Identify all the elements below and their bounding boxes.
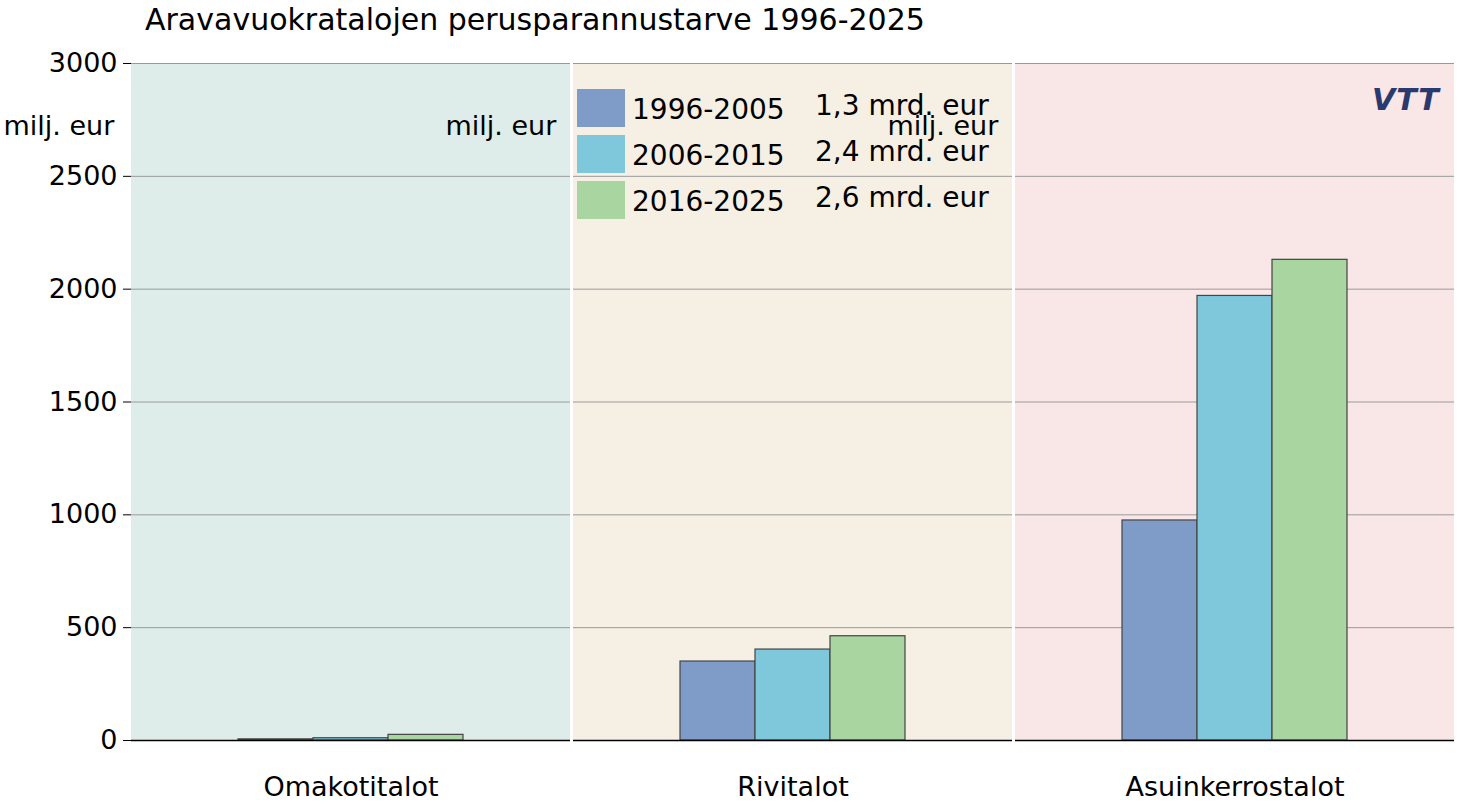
svg-text:Omakotitalot: Omakotitalot bbox=[263, 771, 438, 802]
html-text:Aravavuokratalojen perusparann: Aravavuokratalojen perusparannustarve 19… bbox=[145, 2, 925, 37]
svg-text:2500: 2500 bbox=[49, 160, 118, 191]
svg-text:1000: 1000 bbox=[49, 498, 118, 529]
svg-text:500: 500 bbox=[66, 611, 118, 642]
html-text:2016-2025: 2016-2025 bbox=[632, 185, 785, 218]
html-text:1,3 mrd. eur: 1,3 mrd. eur bbox=[815, 89, 989, 122]
svg-text:milj. eur: milj. eur bbox=[446, 110, 558, 141]
html-text:VTT: VTT bbox=[1372, 82, 1440, 117]
svg-text:Asuinkerrostalot: Asuinkerrostalot bbox=[1125, 771, 1344, 802]
html-text:2006-2015: 2006-2015 bbox=[632, 139, 785, 172]
html-text:1996-2005: 1996-2005 bbox=[632, 93, 785, 126]
svg-text:3000: 3000 bbox=[49, 50, 118, 78]
svg-text:0: 0 bbox=[100, 724, 117, 755]
svg-text:milj. eur: milj. eur bbox=[4, 110, 116, 141]
svg-text:Rivitalot: Rivitalot bbox=[737, 771, 848, 802]
html-text:2,4 mrd. eur: 2,4 mrd. eur bbox=[815, 135, 989, 168]
svg-text:2000: 2000 bbox=[49, 273, 118, 304]
html-text:2,6 mrd. eur: 2,6 mrd. eur bbox=[815, 181, 989, 214]
svg-text:1500: 1500 bbox=[49, 386, 118, 417]
